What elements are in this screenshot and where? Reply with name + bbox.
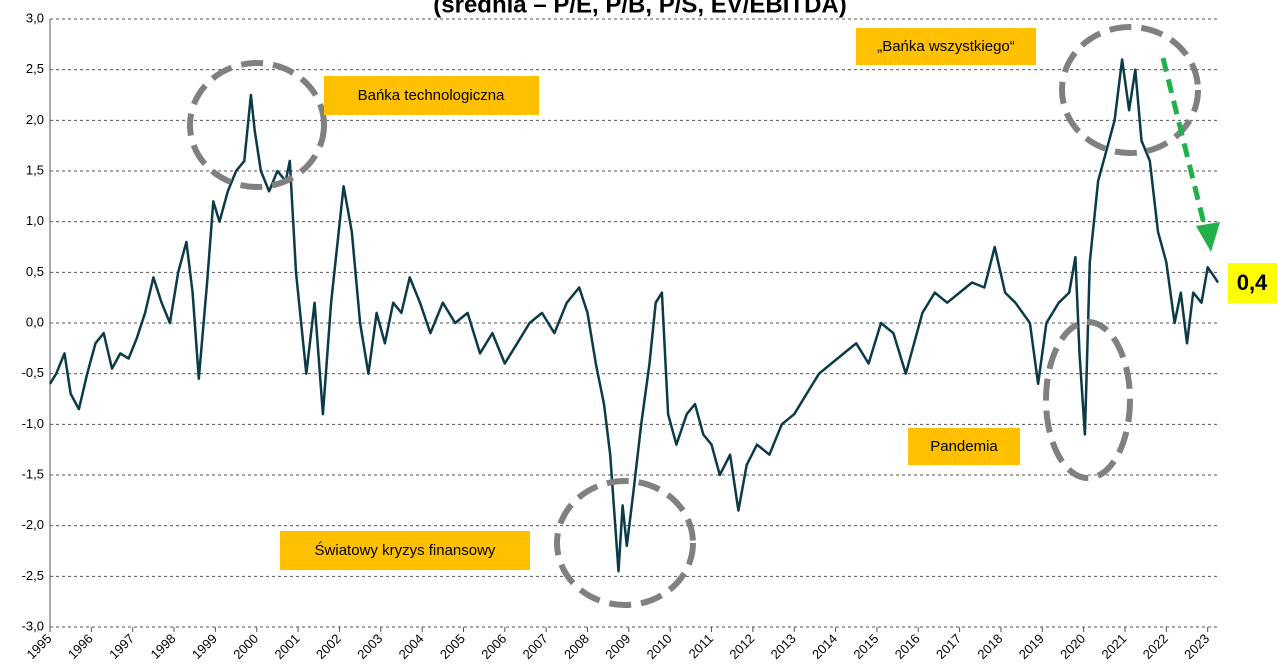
- chart-title: (średnia – P/E, P/B, P/S, EV/EBITDA): [433, 0, 846, 18]
- annotation-box: [280, 531, 530, 570]
- end-label: 0,4: [1237, 270, 1268, 295]
- y-tick-label: -3,0: [22, 618, 44, 633]
- x-tick-label: 2022: [1140, 631, 1171, 662]
- y-tick-label: 0,0: [26, 314, 44, 329]
- annotation-box: [856, 28, 1036, 65]
- x-tick-label: 1995: [23, 631, 54, 662]
- x-tick-label: 2021: [1098, 631, 1129, 662]
- x-tick-label: 2002: [313, 631, 344, 662]
- x-tick-label: 2008: [561, 631, 592, 662]
- trend-arrow: [1160, 57, 1209, 233]
- x-tick-label: 2014: [809, 631, 840, 662]
- y-tick-label: -1,0: [22, 416, 44, 431]
- x-tick-label: 2010: [644, 631, 675, 662]
- highlight-circle: [554, 478, 696, 608]
- y-tick-label: 2,0: [26, 112, 44, 127]
- y-tick-label: 3,0: [26, 10, 44, 25]
- arrow-head: [1196, 222, 1220, 252]
- x-tick-label: 2006: [478, 631, 509, 662]
- annotation: Pandemia: [930, 438, 998, 455]
- x-tick-label: 2012: [726, 631, 757, 662]
- end-label-box: [1228, 263, 1277, 303]
- annotation: Światowy kryzys finansowy: [315, 541, 496, 559]
- x-tick-label: 2004: [396, 631, 427, 662]
- x-tick-label: 2018: [974, 631, 1005, 662]
- y-tick-label: 0,5: [26, 264, 44, 279]
- x-tick-label: 2015: [850, 631, 881, 662]
- x-tick-label: 2005: [437, 631, 468, 662]
- y-tick-label: 1,0: [26, 213, 44, 228]
- x-tick-label: 2016: [892, 631, 923, 662]
- y-tick-label: 2,5: [26, 61, 44, 76]
- annotation-box: [908, 428, 1020, 465]
- y-tick-label: -0,5: [22, 365, 44, 380]
- x-tick-label: 2000: [230, 631, 261, 662]
- highlight-circle: [187, 60, 327, 190]
- x-tick-label: 2019: [1016, 631, 1047, 662]
- x-tick-label: 2003: [354, 631, 385, 662]
- annotation: „Bańka wszystkiego“: [877, 38, 1015, 55]
- x-tick-label: 2001: [272, 631, 303, 662]
- y-tick-label: -1,5: [22, 466, 44, 481]
- y-tick-label: -2,5: [22, 568, 44, 583]
- x-tick-label: 2020: [1057, 631, 1088, 662]
- series: [48, 58, 1220, 573]
- y-tick-label: -2,0: [22, 517, 44, 532]
- x-tick-label: 1996: [65, 631, 96, 662]
- x-tick-label: 1998: [148, 631, 179, 662]
- highlight-circle: [1043, 319, 1133, 481]
- x-tick-label: 1997: [106, 631, 137, 662]
- line: [48, 58, 1220, 573]
- highlight-circle: [1059, 24, 1201, 156]
- x-tick-label: 2013: [768, 631, 799, 662]
- x-tick-label: 1999: [189, 631, 220, 662]
- annotation: Bańka technologiczna: [358, 87, 505, 104]
- x-tick-label: 2023: [1181, 631, 1212, 662]
- annotation-box: [324, 76, 539, 115]
- x-tick-label: 2007: [520, 631, 551, 662]
- y-tick-label: 1,5: [26, 162, 44, 177]
- x-tick-label: 2017: [933, 631, 964, 662]
- x-tick-label: 2009: [602, 631, 633, 662]
- x-tick-label: 2011: [686, 631, 716, 661]
